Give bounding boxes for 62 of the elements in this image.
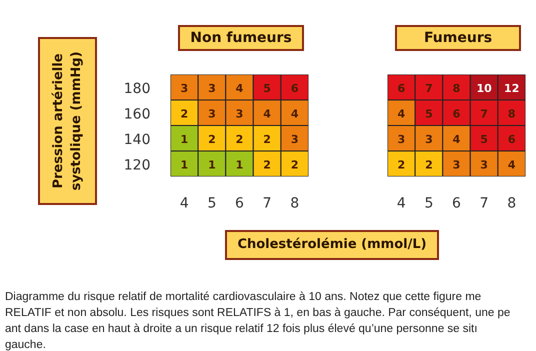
- data-label: 3: [208, 82, 216, 95]
- data-label: 3: [180, 82, 188, 95]
- x-tick-label: 7: [480, 196, 489, 212]
- text: ant dans la case en haut à droite a un risque relatif 12 fois plus élevé qu’une personne se sitı: [5, 323, 478, 335]
- data-label: 1: [180, 158, 188, 172]
- chart-title: Non fumeurs: [178, 25, 304, 51]
- data-label: 10: [476, 82, 492, 95]
- data-label: 2: [263, 158, 271, 172]
- data-label: 2: [290, 158, 299, 172]
- x-tick-label: 6: [235, 196, 244, 212]
- x-tick-label: 4: [396, 196, 406, 212]
- data-label: 4: [508, 158, 516, 172]
- chart-title: Fumeurs: [395, 25, 521, 51]
- data-label: 6: [397, 82, 406, 95]
- data-label: 1: [236, 158, 244, 172]
- text: RELATIF et non absolu. Les risques sont RELATIFS à 1, en bas à gauche. Par conséquent, une pe: [5, 307, 510, 319]
- data-label: 7: [425, 82, 433, 95]
- x-tick-label: 5: [424, 196, 434, 212]
- data-label: 6: [508, 132, 516, 146]
- y-tick-label: 160: [124, 106, 151, 122]
- data-label: 3: [236, 107, 244, 120]
- text: Diagramme du risque relatif de mortalité cardiovasculaire à 10 ans. Notez que cette figure me: [5, 291, 482, 303]
- y-tick-label: 180: [124, 80, 151, 97]
- x-tick-label: 4: [180, 196, 189, 212]
- text: gauche.: [5, 339, 46, 351]
- x-tick-label: 5: [207, 196, 216, 212]
- data-label: 3: [425, 132, 433, 146]
- data-label: 5: [425, 107, 433, 120]
- data-label: 3: [452, 158, 460, 172]
- data-label: 3: [290, 132, 299, 146]
- data-label: 6: [290, 82, 299, 95]
- y-axis-title: Pression artérielle systolique (mmHg): [50, 50, 84, 193]
- data-label: 3: [208, 107, 216, 120]
- data-label: 4: [263, 107, 272, 120]
- data-label: 2: [397, 158, 406, 172]
- x-tick-label: 8: [507, 196, 516, 212]
- data-label: 2: [208, 132, 216, 146]
- data-label: 2: [425, 158, 433, 172]
- x-tick-label: 8: [290, 196, 300, 212]
- data-label: 3: [397, 132, 406, 146]
- data-label: 5: [480, 132, 488, 146]
- data-label: 8: [508, 107, 516, 120]
- data-label: 3: [480, 158, 488, 172]
- data-label: 4: [397, 107, 406, 120]
- x-tick-label: 7: [262, 196, 272, 212]
- data-label: 6: [452, 107, 461, 120]
- data-label: 4: [236, 82, 244, 95]
- data-label: 5: [263, 82, 271, 95]
- y-tick-label: 120: [124, 157, 151, 174]
- data-label: 8: [452, 82, 460, 95]
- data-label: 12: [504, 82, 520, 95]
- data-label: 4: [452, 132, 461, 146]
- x-tick-label: 6: [452, 196, 462, 212]
- data-label: 7: [480, 107, 488, 120]
- data-label: 2: [263, 132, 271, 146]
- data-label: 2: [180, 107, 188, 120]
- data-label: 4: [290, 107, 299, 120]
- x-axis-title: Cholestérolémie (mmol/L): [225, 230, 439, 260]
- data-label: 1: [208, 158, 216, 172]
- y-tick-label: 140: [124, 132, 151, 148]
- data-label: 1: [180, 132, 188, 146]
- data-label: 2: [236, 132, 244, 146]
